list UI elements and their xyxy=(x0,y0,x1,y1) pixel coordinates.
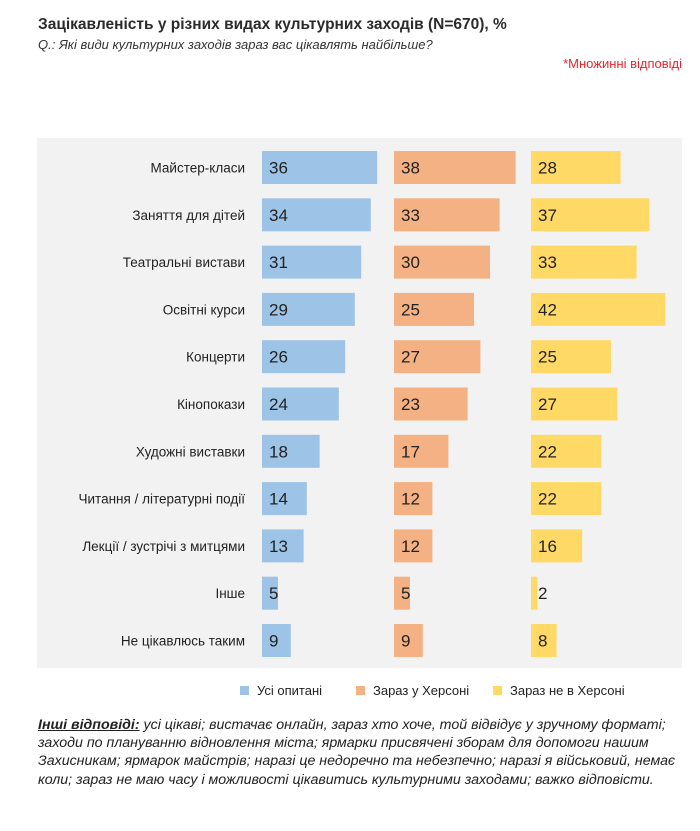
data-label: 26 xyxy=(269,348,288,367)
legend-swatch-all xyxy=(240,686,249,695)
bar xyxy=(394,624,423,657)
category-label: Майстер-класи xyxy=(151,161,245,176)
chart-title: Зацікавленість у різних видах культурних… xyxy=(38,16,507,33)
data-label: 8 xyxy=(538,632,547,651)
legend-item-not-in-kherson: Зараз не в Херсоні xyxy=(493,683,625,698)
data-label: 27 xyxy=(538,395,557,414)
bar xyxy=(531,482,602,516)
bar xyxy=(394,529,433,563)
legend-label-not-in-kherson: Зараз не в Херсоні xyxy=(510,683,625,698)
chart-question: Q.: Які види культурних заходів зараз ва… xyxy=(38,37,433,52)
data-label: 25 xyxy=(538,348,557,367)
data-label: 12 xyxy=(401,490,420,509)
footnote-label: Інші відповіді: xyxy=(38,717,140,733)
data-label: 14 xyxy=(269,490,288,509)
bar xyxy=(262,198,371,232)
bar xyxy=(262,482,307,516)
data-label: 23 xyxy=(401,395,420,414)
category-label: Не цікавлюсь таким xyxy=(121,634,245,649)
bar xyxy=(531,292,666,326)
bar xyxy=(394,482,433,516)
bar xyxy=(531,434,602,468)
legend-item-all: Усі опитані xyxy=(240,683,322,698)
other-answers-footnote: Інші відповіді: усі цікаві; вистачає онл… xyxy=(38,716,678,789)
bar xyxy=(262,245,362,279)
data-label: 27 xyxy=(401,348,420,367)
legend-swatch-not-in-kherson xyxy=(493,686,502,695)
data-label: 33 xyxy=(538,253,557,272)
category-label: Театральні вистави xyxy=(123,255,245,270)
category-label: Читання / літературні події xyxy=(79,492,246,507)
data-label: 37 xyxy=(538,206,557,225)
data-label: 13 xyxy=(269,537,288,556)
bar xyxy=(262,151,378,184)
legend-item-in-kherson: Зараз у Херсоні xyxy=(356,683,469,698)
category-label: Заняття для дітей xyxy=(132,208,245,223)
data-label: 33 xyxy=(401,206,420,225)
bar xyxy=(394,387,468,421)
data-label: 29 xyxy=(269,300,288,319)
bar xyxy=(262,434,320,468)
data-label: 5 xyxy=(269,584,278,603)
bar xyxy=(394,151,516,184)
bar xyxy=(394,292,474,326)
bar xyxy=(262,576,278,610)
legend-swatch-in-kherson xyxy=(356,686,365,695)
data-label: 30 xyxy=(401,253,420,272)
data-label: 38 xyxy=(401,159,420,178)
footnote-text: усі цікаві; вистачає онлайн, зараз хто х… xyxy=(38,717,676,788)
data-label: 22 xyxy=(538,442,557,461)
category-label: Концерти xyxy=(186,350,245,365)
bar xyxy=(531,624,557,657)
data-label: 17 xyxy=(401,442,420,461)
legend: Усі опитані Зараз у Херсоні Зараз не в Х… xyxy=(0,683,700,703)
data-label: 24 xyxy=(269,395,288,414)
bar xyxy=(531,387,618,421)
bar xyxy=(531,198,650,232)
data-label: 25 xyxy=(401,300,420,319)
bar xyxy=(394,340,481,374)
legend-label-in-kherson: Зараз у Херсоні xyxy=(373,683,470,698)
data-label: 22 xyxy=(538,490,557,509)
category-label: Освітні курси xyxy=(163,302,245,317)
data-label: 36 xyxy=(269,159,288,178)
bar xyxy=(394,576,410,610)
data-label: 42 xyxy=(538,300,557,319)
bar xyxy=(531,245,637,279)
category-label: Інше xyxy=(215,586,245,601)
category-label: Кінопокази xyxy=(177,397,245,412)
data-label: 31 xyxy=(269,253,288,272)
data-label: 5 xyxy=(401,584,410,603)
bar xyxy=(394,434,449,468)
data-label: 16 xyxy=(538,537,557,556)
category-label: Лекції / зустрічі з митцями xyxy=(82,539,245,554)
data-label: 12 xyxy=(401,537,420,556)
bar xyxy=(262,529,304,563)
data-label: 9 xyxy=(269,632,278,651)
bar xyxy=(394,245,490,279)
data-label: 28 xyxy=(538,159,557,178)
bar xyxy=(531,576,538,610)
data-label: 34 xyxy=(269,206,288,225)
bar xyxy=(531,340,611,374)
bar xyxy=(531,151,621,184)
multiple-answers-note: *Множинні відповіді xyxy=(563,56,682,71)
bar xyxy=(262,387,339,421)
data-label: 2 xyxy=(538,584,547,603)
bar xyxy=(262,340,346,374)
bar xyxy=(262,292,355,326)
category-label: Художні виставки xyxy=(136,444,245,459)
data-label: 9 xyxy=(401,632,410,651)
chart-area: Майстер-класи 36 38 28 Заняття для дітей 34 33… xyxy=(37,138,682,668)
bar xyxy=(262,624,291,657)
bar xyxy=(531,529,583,563)
bar xyxy=(394,198,500,232)
data-label: 18 xyxy=(269,442,288,461)
legend-label-all: Усі опитані xyxy=(257,683,323,698)
